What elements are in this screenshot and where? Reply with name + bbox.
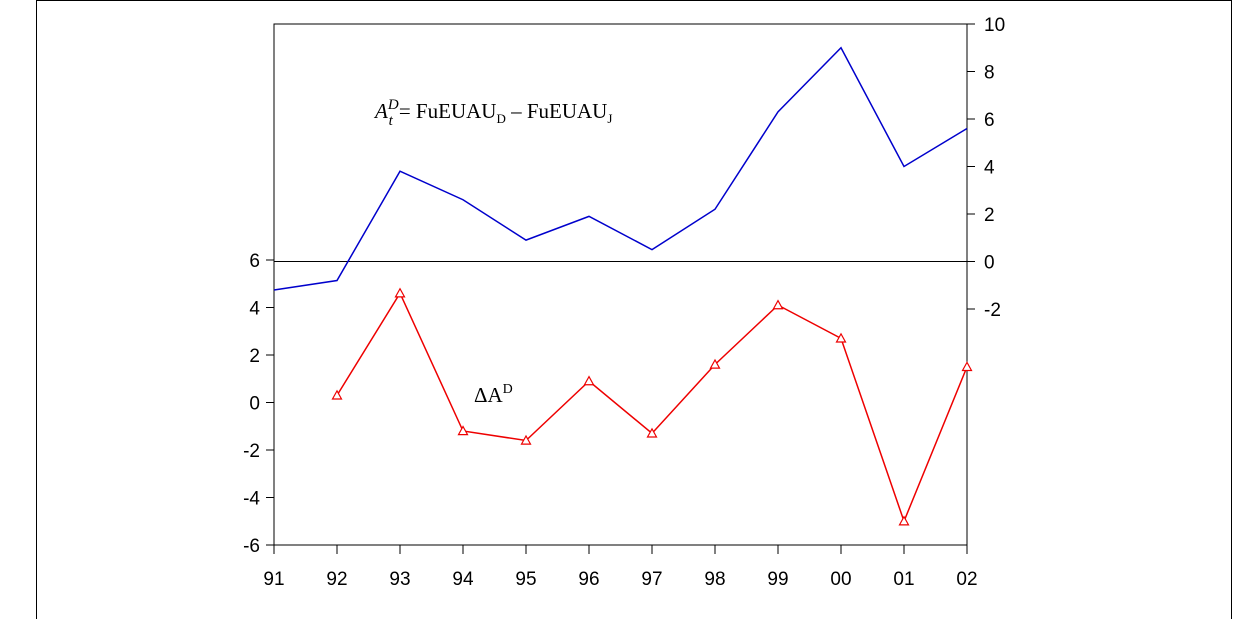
triangle-marker <box>520 434 532 445</box>
triangle-marker <box>961 361 973 372</box>
figure-frame <box>36 0 1232 619</box>
bottom-tick-label: 02 <box>956 569 977 590</box>
left-tick-label: -4 <box>243 489 260 510</box>
right-tick-label: 6 <box>984 110 995 131</box>
bottom-tick-label: 97 <box>641 569 662 590</box>
right-tick-label: 8 <box>984 63 995 84</box>
bottom-tick-label: 96 <box>578 569 599 590</box>
left-axis-ticks: -6 -4 -2 0 2 4 6 <box>243 251 274 557</box>
right-axis-ticks: -2 0 2 4 6 8 10 <box>967 15 1005 321</box>
plot-border <box>273 23 968 546</box>
right-tick-label: -2 <box>984 300 1001 321</box>
bottom-tick-label: 92 <box>326 569 347 590</box>
triangle-marker <box>709 358 721 369</box>
series-line <box>336 291 968 524</box>
bottom-axis-ticks: 91 92 93 94 95 96 97 98 99 00 01 02 <box>263 545 978 590</box>
bottom-tick-label: 95 <box>515 569 536 590</box>
series-a-d <box>273 46 968 291</box>
triangle-marker <box>772 299 784 310</box>
triangle-marker <box>457 425 469 436</box>
bottom-tick-label: 93 <box>389 569 410 590</box>
triangle-marker <box>331 389 343 400</box>
left-tick-label: 6 <box>249 251 260 272</box>
triangle-marker <box>646 427 658 438</box>
bottom-tick-label: 01 <box>893 569 914 590</box>
left-tick-label: -2 <box>243 441 260 462</box>
right-tick-label: 0 <box>984 253 995 274</box>
series-delta-a-d <box>331 287 973 526</box>
annotation-a-d: AD t = FuEUAUD – FuEUAUJ <box>373 97 612 129</box>
right-tick-label: 4 <box>984 158 995 179</box>
left-tick-label: 2 <box>249 346 260 367</box>
triangle-marker <box>835 332 847 343</box>
left-tick-label: -6 <box>243 536 260 557</box>
bottom-tick-label: 99 <box>767 569 788 590</box>
series-line <box>273 46 968 291</box>
right-tick-label: 2 <box>984 205 995 226</box>
bottom-tick-label: 91 <box>263 569 284 590</box>
right-tick-label: 10 <box>984 15 1005 36</box>
triangle-marker <box>583 375 595 386</box>
triangle-marker <box>394 287 406 298</box>
bottom-tick-label: 94 <box>452 569 474 590</box>
left-tick-label: 4 <box>249 299 260 320</box>
left-tick-label: 0 <box>249 394 260 415</box>
bottom-tick-label: 00 <box>830 569 851 590</box>
plot-area <box>273 23 968 546</box>
bottom-tick-label: 98 <box>704 569 725 590</box>
annotation-delta-a-d: ΔAD <box>474 382 513 407</box>
triangle-marker <box>898 515 910 526</box>
